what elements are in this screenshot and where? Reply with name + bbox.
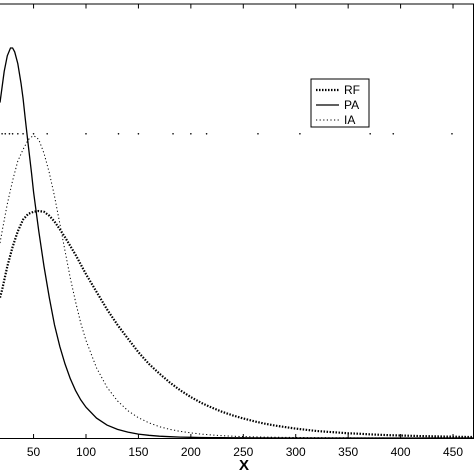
stray-dot-mark-4 <box>17 133 19 135</box>
stray-dot-mark-6 <box>32 133 35 135</box>
x-tick-label-5: 300 <box>286 445 306 459</box>
stray-dot-mark-2 <box>8 133 11 135</box>
x-tick-label-3: 200 <box>181 445 201 459</box>
x-axis-label: X <box>239 457 249 474</box>
series-line-pa <box>0 47 474 439</box>
x-tick-label-7: 400 <box>391 445 411 459</box>
legend-label-rf: RF <box>344 83 360 97</box>
stray-dot-mark-10 <box>137 133 140 135</box>
x-tick-label-4: 250 <box>233 445 253 459</box>
legend-label-ia: IA <box>344 113 355 127</box>
stray-dot-mark-3 <box>11 133 14 135</box>
x-tick-label-0: 50 <box>27 445 41 459</box>
x-tick-label-2: 150 <box>128 445 148 459</box>
series-group <box>0 47 474 439</box>
stray-dot-mark-5 <box>22 133 24 135</box>
stray-dot-mark-17 <box>392 133 395 135</box>
extra-marks-group <box>1 133 453 135</box>
stray-dot-mark-14 <box>257 133 259 135</box>
stray-dot-mark-7 <box>46 133 48 135</box>
stray-dot-mark-16 <box>369 133 371 135</box>
stray-dot-mark-0 <box>1 133 3 135</box>
stray-dot-mark-8 <box>85 133 87 135</box>
series-line-ia <box>0 135 474 439</box>
tick-group: 50 100 150 200 250 300 350 400 450 <box>27 4 463 459</box>
stray-dot-mark-11 <box>172 133 174 135</box>
stray-dot-mark-18 <box>451 133 453 135</box>
legend-label-pa: PA <box>344 98 359 112</box>
stray-dot-mark-12 <box>190 133 192 135</box>
stray-dot-mark-1 <box>4 133 7 135</box>
x-tick-label-6: 350 <box>338 445 358 459</box>
legend-box <box>310 78 370 128</box>
stray-dot-mark-13 <box>205 133 208 135</box>
stray-dot-mark-15 <box>299 133 301 135</box>
stray-dot-mark-9 <box>117 133 120 135</box>
x-tick-label-1: 100 <box>76 445 96 459</box>
x-tick-label-8: 450 <box>443 445 463 459</box>
